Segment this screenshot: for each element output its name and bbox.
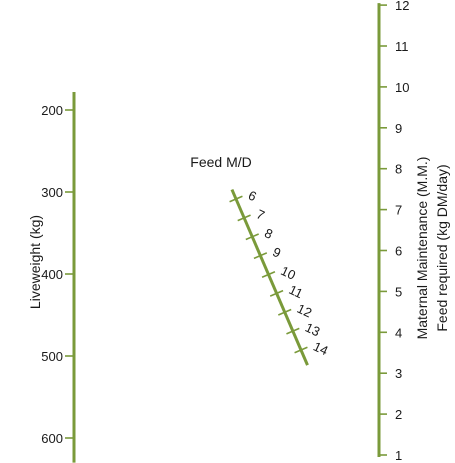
feed-required-tick-label-8: 8: [395, 162, 402, 177]
feed-required-tick-label-6: 6: [395, 244, 402, 259]
feed-required-axis-label-line2: Feed required (kg DM/day): [434, 164, 450, 331]
feed-md-tick-label-8: 8: [262, 225, 275, 242]
feed-required-tick-label-11: 11: [395, 39, 409, 54]
feed-md-axis-line: [230, 188, 309, 366]
feed-required-tick-label-7: 7: [395, 203, 402, 218]
liveweight-tick-label-600: 600: [41, 431, 63, 446]
feed-md-tick-label-11: 11: [287, 282, 306, 301]
feed-md-tick-12: [278, 308, 292, 316]
feed-md-tick-label-6: 6: [246, 188, 259, 205]
feed-required-axis-label-line1: Maternal Maintenance (M.M.): [414, 157, 430, 340]
liveweight-tick-label-400: 400: [41, 267, 63, 282]
feed-md-tick-6: [229, 195, 243, 203]
feed-required-tick-label-2: 2: [395, 407, 402, 422]
feed-required-tick-label-3: 3: [395, 366, 402, 381]
feed-md-tick-8: [245, 233, 259, 241]
feed-required-tick-label-1: 1: [395, 448, 402, 463]
feed-md-tick-label-13: 13: [303, 320, 322, 340]
liveweight-tick-label-500: 500: [41, 349, 63, 364]
liveweight-axis-label: Liveweight (kg): [27, 215, 43, 309]
feed-required-tick-label-12: 12: [395, 0, 409, 13]
feed-md-tick-9: [253, 252, 268, 260]
liveweight-tick-label-200: 200: [41, 103, 63, 118]
feed-md-tick-11: [269, 289, 284, 297]
liveweight-tick-label-300: 300: [41, 185, 63, 200]
feed-required-tick-label-4: 4: [395, 325, 402, 340]
liveweight-scale: 200 300 400 500 600: [41, 91, 76, 463]
feed-md-tick-label-10: 10: [278, 263, 297, 283]
feed-md-tick-label-9: 9: [270, 244, 283, 261]
feed-md-tick-10: [261, 270, 276, 279]
feed-required-tick-label-5: 5: [395, 284, 402, 299]
feed-md-tick-13: [286, 327, 300, 335]
feed-required-tick-label-9: 9: [395, 121, 402, 136]
feed-md-tick-label-14: 14: [311, 339, 330, 359]
feed-md-tick-14: [294, 346, 308, 354]
feed-md-tick-7: [237, 214, 251, 222]
feed-md-tick-label-12: 12: [295, 301, 314, 321]
feed-md-axis-label: Feed M/D: [190, 154, 251, 170]
feed-required-tick-label-10: 10: [395, 80, 409, 95]
feed-md-tick-label-7: 7: [254, 206, 267, 223]
